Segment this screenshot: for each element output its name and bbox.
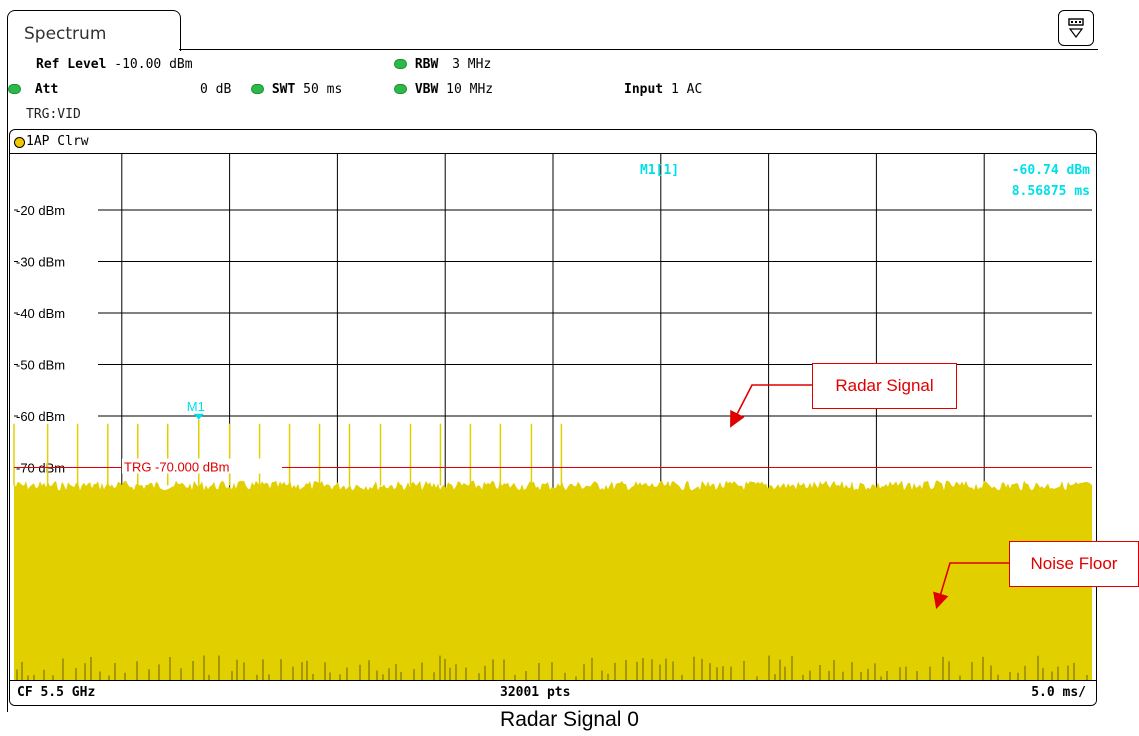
trace-label-bar: 1AP Clrw <box>10 130 1096 154</box>
sweep-points: 32001 pts <box>500 685 571 700</box>
swt-info: SWT 50 ms <box>251 82 342 97</box>
y-tick-label: -60 dBm <box>16 409 65 424</box>
trigger-label: TRG -70.000 dBm <box>124 460 230 475</box>
vbw-label: VBW <box>414 82 439 97</box>
menu-button[interactable] <box>1058 10 1094 46</box>
input-info: Input 1 AC <box>624 82 702 97</box>
trace-label: 1AP Clrw <box>26 134 89 149</box>
ref-level-info: Ref Level -10.00 dBm <box>36 57 193 72</box>
noise-floor-callout: Noise Floor <box>1009 541 1139 587</box>
att-value: 0 dB <box>200 82 232 97</box>
window-left-border <box>7 50 8 712</box>
marker-readout-label: M1[1] <box>640 163 679 178</box>
spectrum-plot[interactable]: -20 dBm-30 dBm-40 dBm-50 dBm-60 dBm-70 d… <box>10 130 1096 705</box>
att-label: Att <box>34 82 59 97</box>
vbw-value: 10 MHz <box>446 82 494 97</box>
ref-level-label: Ref Level <box>36 57 107 72</box>
figure-caption: Radar Signal 0 <box>500 708 639 731</box>
input-value: 1 AC <box>670 82 703 97</box>
trigger-info: TRG:VID <box>26 107 81 122</box>
swt-label: SWT <box>271 82 296 97</box>
y-tick-label: -40 dBm <box>16 306 65 321</box>
tab-divider <box>179 49 1098 50</box>
ref-level-value: -10.00 dBm <box>114 57 193 72</box>
tab-spectrum[interactable]: Spectrum <box>7 10 181 51</box>
rbw-indicator <box>394 58 407 69</box>
marker-triangle-icon <box>193 413 204 420</box>
marker-readout-level: -60.74 dBm <box>1012 163 1090 178</box>
y-tick-label: -50 dBm <box>16 358 65 373</box>
rbw-value: 3 MHz <box>452 57 492 72</box>
tab-label: Spectrum <box>24 24 107 44</box>
input-label: Input <box>624 82 664 97</box>
rbw-info: RBW 3 MHz <box>394 57 491 72</box>
vbw-info: VBW 10 MHz <box>394 82 493 97</box>
radar-signal-arrow <box>730 384 812 428</box>
vbw-indicator <box>394 83 407 94</box>
swt-indicator <box>251 83 264 94</box>
marker-readout-time: 8.56875 ms <box>1012 184 1090 199</box>
y-tick-label: -20 dBm <box>16 203 65 218</box>
center-frequency: CF 5.5 GHz <box>17 685 96 700</box>
status-footer: CF 5.5 GHz 32001 pts 5.0 ms/ <box>10 680 1096 705</box>
trace-indicator-icon <box>14 137 25 148</box>
menu-icon <box>1068 18 1084 38</box>
att-indicator <box>8 83 21 94</box>
att-info: Att <box>8 82 58 97</box>
rbw-label: RBW <box>414 57 439 72</box>
y-tick-label: -30 dBm <box>16 255 65 270</box>
time-per-division: 5.0 ms/ <box>1031 685 1086 700</box>
marker-label: M1 <box>187 399 205 414</box>
trigger-label-bg <box>122 458 282 474</box>
swt-value: 50 ms <box>303 82 343 97</box>
noise-floor-arrow <box>933 562 1009 610</box>
trace-panel: -20 dBm -30 dBm -40 dBm -50 dBm -60 dBm -70 d… <box>9 129 1097 706</box>
radar-signal-callout: Radar Signal <box>812 363 957 409</box>
noise-floor-trace <box>14 480 1092 680</box>
